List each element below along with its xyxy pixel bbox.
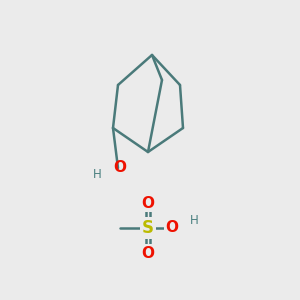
Text: O: O (113, 160, 127, 175)
Text: O: O (166, 220, 178, 236)
Text: H: H (190, 214, 198, 226)
Text: H: H (93, 169, 101, 182)
Text: O: O (142, 196, 154, 211)
Text: S: S (142, 219, 154, 237)
Text: O: O (142, 245, 154, 260)
